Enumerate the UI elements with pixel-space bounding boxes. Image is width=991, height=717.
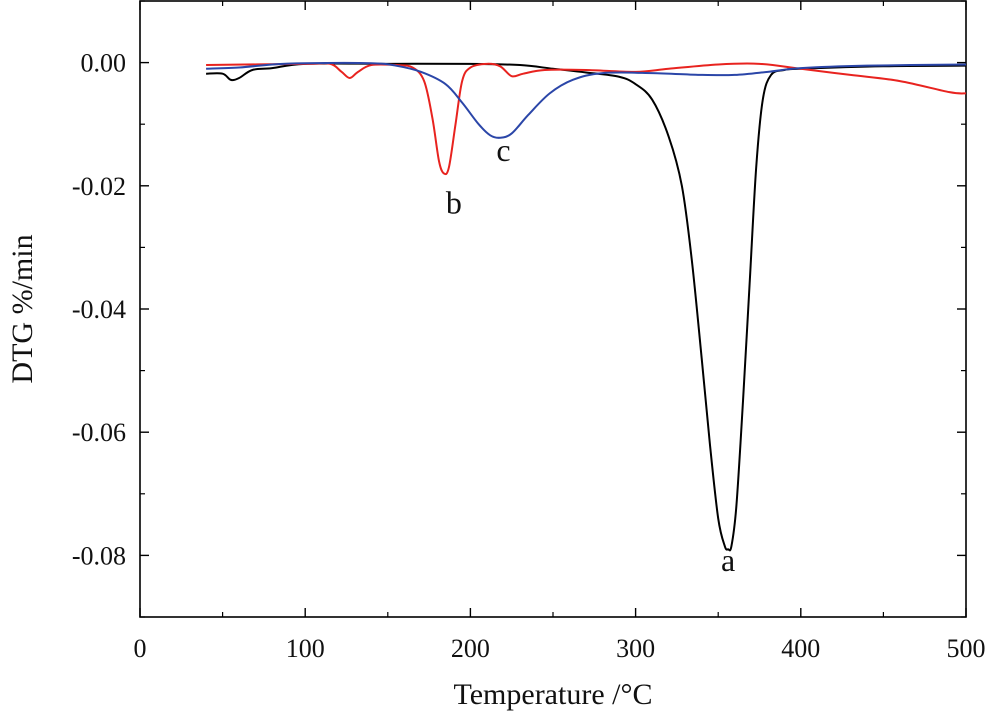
tick-labels-group: 0 100 200 300 400 500 0.00 -0.02 -0.04 -0.06 -0.08 bbox=[72, 49, 986, 663]
x-tick-label: 300 bbox=[616, 634, 655, 663]
x-tick-label: 100 bbox=[286, 634, 325, 663]
series-line-b bbox=[206, 62, 967, 176]
plot-frame-group bbox=[139, 0, 967, 618]
x-tick-label: 500 bbox=[947, 634, 986, 663]
y-tick-label: -0.04 bbox=[72, 295, 126, 324]
curve-label-c: c bbox=[496, 132, 510, 168]
x-tick-label: 400 bbox=[781, 634, 820, 663]
series-line-a bbox=[206, 62, 967, 552]
curve-label-b: b bbox=[446, 185, 462, 221]
curve-labels-group: a bc bbox=[446, 132, 735, 578]
x-axis-title: Temperature /°C bbox=[454, 678, 653, 711]
plot-frame bbox=[139, 0, 967, 618]
y-tick-label: -0.02 bbox=[72, 172, 126, 201]
y-axis-title: DTG %/min bbox=[6, 234, 39, 383]
y-tick-label: 0.00 bbox=[81, 49, 127, 78]
ticks-group bbox=[139, 0, 967, 618]
x-tick-label: 200 bbox=[451, 634, 490, 663]
series-line-c bbox=[206, 61, 967, 139]
x-tick-label: 0 bbox=[134, 634, 147, 663]
series-group bbox=[206, 61, 967, 552]
curve-label-a: a bbox=[721, 542, 735, 578]
y-tick-label: -0.08 bbox=[72, 541, 126, 570]
y-tick-label: -0.06 bbox=[72, 418, 126, 447]
